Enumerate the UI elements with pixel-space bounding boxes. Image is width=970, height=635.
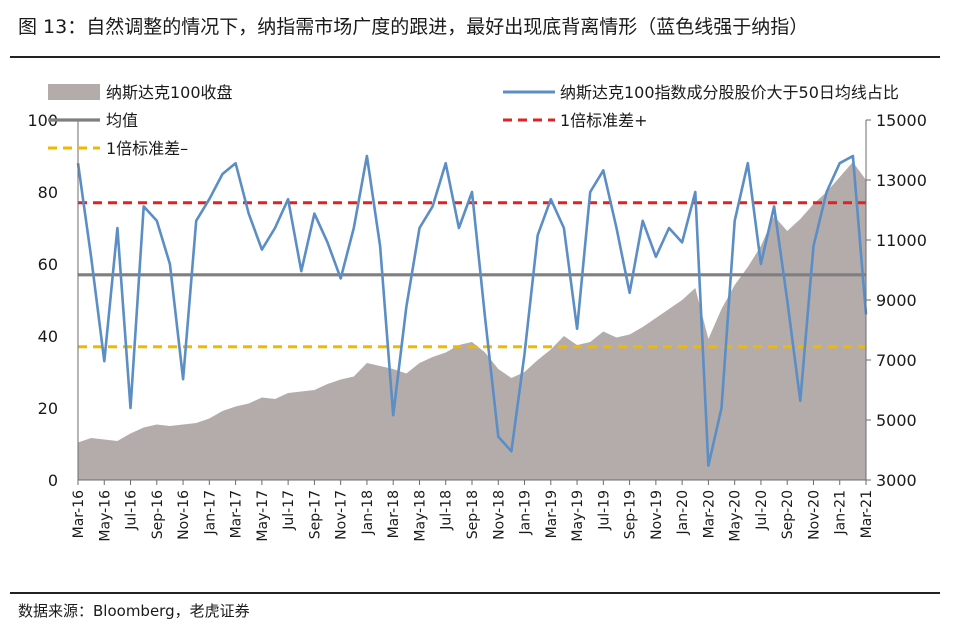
x-tick-label: Jan-20	[675, 490, 691, 535]
legend-label-line: 纳斯达克100指数成分股股价大于50日均线占比	[560, 83, 899, 102]
x-tick-label: Sep-19	[623, 490, 639, 539]
x-tick-label: Sep-18	[465, 490, 481, 539]
y-left-tick-label: 100	[27, 111, 58, 130]
legend-label-lower: 1倍标准差–	[106, 139, 188, 158]
x-tick-label: Mar-21	[859, 490, 875, 538]
legend-swatch-area	[48, 84, 100, 100]
y-right-tick-label: 11000	[876, 231, 927, 250]
x-tick-label: Jul-17	[281, 490, 297, 531]
y-right-tick-label: 13000	[876, 171, 927, 190]
x-tick-label: May-19	[570, 490, 586, 542]
x-tick-label: May-16	[97, 490, 113, 542]
figure-title: 图 13：自然调整的情况下，纳指需市场广度的跟进，最好出现底背离情形（蓝色线强于…	[18, 16, 809, 38]
x-tick-label: Jan-18	[360, 490, 376, 535]
y-left-tick-label: 60	[38, 255, 58, 274]
legend-label-area: 纳斯达克100收盘	[106, 83, 233, 102]
y-left-tick-label: 0	[48, 471, 58, 490]
y-left-tick-label: 80	[38, 183, 58, 202]
x-tick-label: Jul-20	[754, 490, 770, 531]
x-tick-label: Nov-18	[491, 490, 507, 540]
x-tick-label: Sep-16	[150, 490, 166, 539]
series-area-nasdaq100	[78, 162, 866, 480]
x-tick-label: Mar-20	[701, 490, 717, 538]
x-tick-label: Jul-16	[124, 490, 140, 531]
x-tick-label: Nov-19	[649, 490, 665, 540]
x-tick-label: Mar-17	[229, 490, 245, 538]
top-rule	[10, 56, 940, 58]
y-right-tick-label: 9000	[876, 291, 917, 310]
source-note: 数据来源：Bloomberg，老虎证券	[18, 602, 250, 620]
y-right-tick-label: 3000	[876, 471, 917, 490]
series-line-breadth	[76, 154, 868, 467]
x-tick-label: May-17	[255, 490, 271, 542]
y-right-tick-label: 5000	[876, 411, 917, 430]
y-right-tick-label: 15000	[876, 111, 927, 130]
x-tick-label: Mar-16	[71, 490, 87, 538]
x-tick-label: Sep-20	[780, 490, 796, 539]
x-tick-label: May-18	[412, 490, 428, 542]
x-tick-label: Nov-17	[334, 490, 350, 540]
x-tick-label: Jul-18	[439, 490, 455, 531]
legend-label-mean: 均值	[106, 111, 138, 130]
x-tick-label: Nov-16	[176, 490, 192, 540]
x-tick-label: Jan-17	[202, 490, 218, 535]
bottom-rule	[10, 592, 940, 594]
y-right-tick-label: 7000	[876, 351, 917, 370]
x-tick-label: Nov-20	[806, 490, 822, 540]
x-tick-label: May-20	[728, 490, 744, 542]
x-tick-label: Jan-21	[833, 490, 849, 535]
y-left-tick-label: 20	[38, 399, 58, 418]
y-left-tick-label: 40	[38, 327, 58, 346]
x-tick-label: Mar-18	[386, 490, 402, 538]
x-tick-label: Jul-19	[596, 490, 612, 531]
x-tick-label: Sep-17	[307, 490, 323, 539]
x-tick-label: Jan-19	[518, 490, 534, 535]
legend-label-upper: 1倍标准差+	[560, 111, 648, 130]
x-tick-label: Mar-19	[544, 490, 560, 538]
